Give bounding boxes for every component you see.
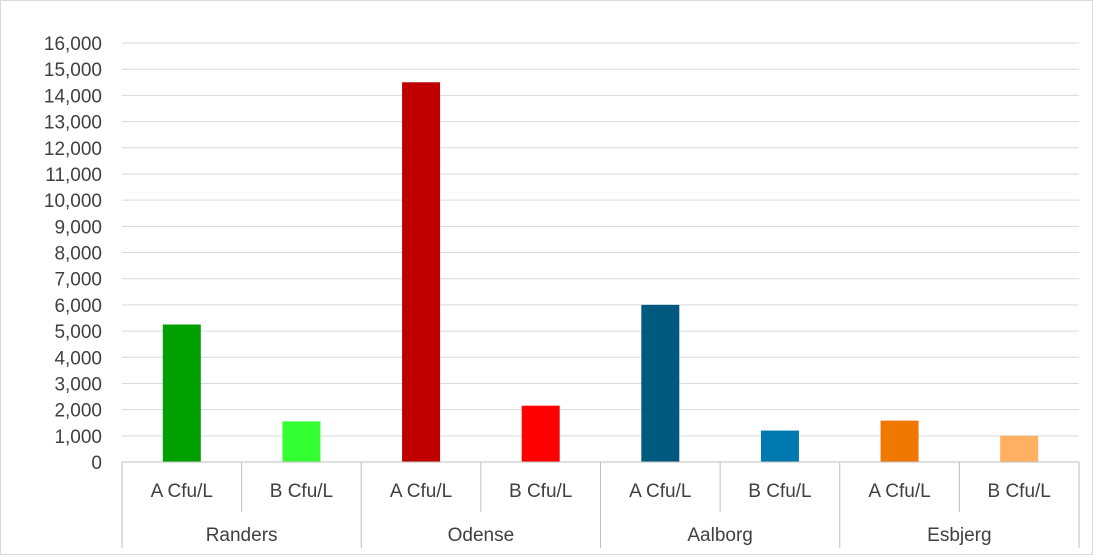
x-category-label: B Cfu/L: [748, 481, 811, 502]
y-tick-label: 16,000: [44, 34, 102, 55]
y-tick-label: 2,000: [54, 401, 102, 422]
x-group-label: Esbjerg: [927, 525, 991, 546]
x-group-label: Aalborg: [687, 525, 753, 546]
y-tick-label: 7,000: [54, 270, 102, 291]
x-axis: [121, 461, 1080, 548]
bar-randers-a: [162, 324, 201, 462]
bar-esbjerg-b: [1000, 435, 1039, 462]
y-tick-label: 13,000: [44, 113, 102, 134]
y-tick-label: 1,000: [54, 427, 102, 448]
y-tick-label: 14,000: [44, 86, 102, 107]
x-group-label: Randers: [206, 525, 278, 546]
bar-randers-b: [282, 421, 321, 462]
y-tick-label: 12,000: [44, 139, 102, 160]
x-group-label: Odense: [448, 525, 515, 546]
y-tick-label: 9,000: [54, 217, 102, 238]
x-category-label: B Cfu/L: [270, 481, 333, 502]
x-category-label: A Cfu/L: [151, 481, 213, 502]
y-tick-label: 3,000: [54, 374, 102, 395]
y-tick-label: 15,000: [44, 60, 102, 81]
gridlines: [122, 42, 1079, 437]
x-axis-labels: A Cfu/L B Cfu/L Randers A Cfu/L B Cfu/L Odens…: [151, 481, 1051, 546]
x-category-label: B Cfu/L: [988, 481, 1051, 502]
bar-aalborg-b: [760, 430, 799, 462]
y-tick-label: 8,000: [54, 244, 102, 265]
bar-odense-a: [402, 82, 441, 462]
x-category-label: A Cfu/L: [629, 481, 691, 502]
y-tick-label: 11,000: [45, 165, 102, 186]
y-tick-label: 10,000: [44, 191, 102, 212]
y-axis-tick-labels: 0 1,000 2,000 3,000 4,000 5,000 6,000 7,000 8,00…: [44, 34, 102, 474]
y-tick-label: 5,000: [54, 322, 102, 343]
bar-esbjerg-a: [880, 420, 919, 462]
x-category-label: A Cfu/L: [390, 481, 452, 502]
bar-aalborg-a: [641, 304, 680, 462]
bar-odense-b: [521, 405, 560, 462]
y-tick-label: 6,000: [54, 296, 102, 317]
y-tick-label: 0: [91, 453, 102, 474]
x-category-label: A Cfu/L: [868, 481, 930, 502]
x-category-label: B Cfu/L: [509, 481, 572, 502]
y-tick-label: 4,000: [54, 348, 102, 369]
bars: [162, 82, 1039, 462]
